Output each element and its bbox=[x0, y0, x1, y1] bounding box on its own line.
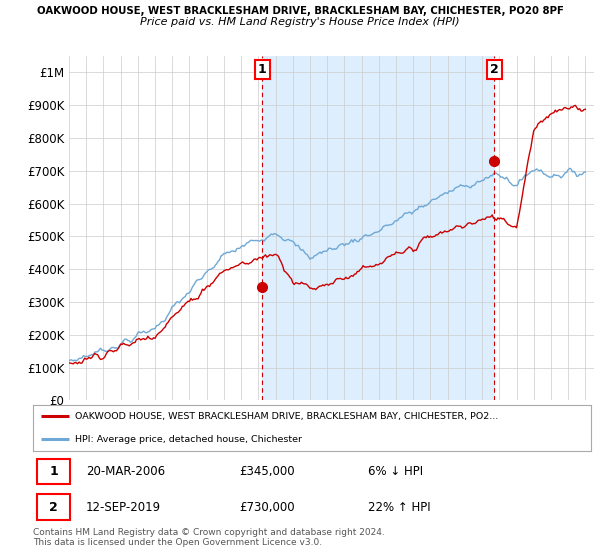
Text: 1: 1 bbox=[258, 63, 266, 76]
FancyBboxPatch shape bbox=[37, 459, 70, 484]
Text: £730,000: £730,000 bbox=[239, 501, 295, 514]
Text: 2: 2 bbox=[49, 501, 58, 514]
Text: 20-MAR-2006: 20-MAR-2006 bbox=[86, 465, 165, 478]
Text: £345,000: £345,000 bbox=[239, 465, 295, 478]
Text: Price paid vs. HM Land Registry's House Price Index (HPI): Price paid vs. HM Land Registry's House … bbox=[140, 17, 460, 27]
Text: OAKWOOD HOUSE, WEST BRACKLESHAM DRIVE, BRACKLESHAM BAY, CHICHESTER, PO2...: OAKWOOD HOUSE, WEST BRACKLESHAM DRIVE, B… bbox=[75, 412, 498, 421]
Text: 1: 1 bbox=[49, 465, 58, 478]
Text: 2: 2 bbox=[490, 63, 499, 76]
Text: 22% ↑ HPI: 22% ↑ HPI bbox=[368, 501, 430, 514]
Text: 12-SEP-2019: 12-SEP-2019 bbox=[86, 501, 161, 514]
Text: OAKWOOD HOUSE, WEST BRACKLESHAM DRIVE, BRACKLESHAM BAY, CHICHESTER, PO20 8PF: OAKWOOD HOUSE, WEST BRACKLESHAM DRIVE, B… bbox=[37, 6, 563, 16]
Bar bbox=[262, 56, 494, 400]
Text: Contains HM Land Registry data © Crown copyright and database right 2024.
This d: Contains HM Land Registry data © Crown c… bbox=[33, 528, 385, 547]
Text: 6% ↓ HPI: 6% ↓ HPI bbox=[368, 465, 423, 478]
FancyBboxPatch shape bbox=[37, 494, 70, 520]
Text: HPI: Average price, detached house, Chichester: HPI: Average price, detached house, Chic… bbox=[75, 435, 302, 444]
